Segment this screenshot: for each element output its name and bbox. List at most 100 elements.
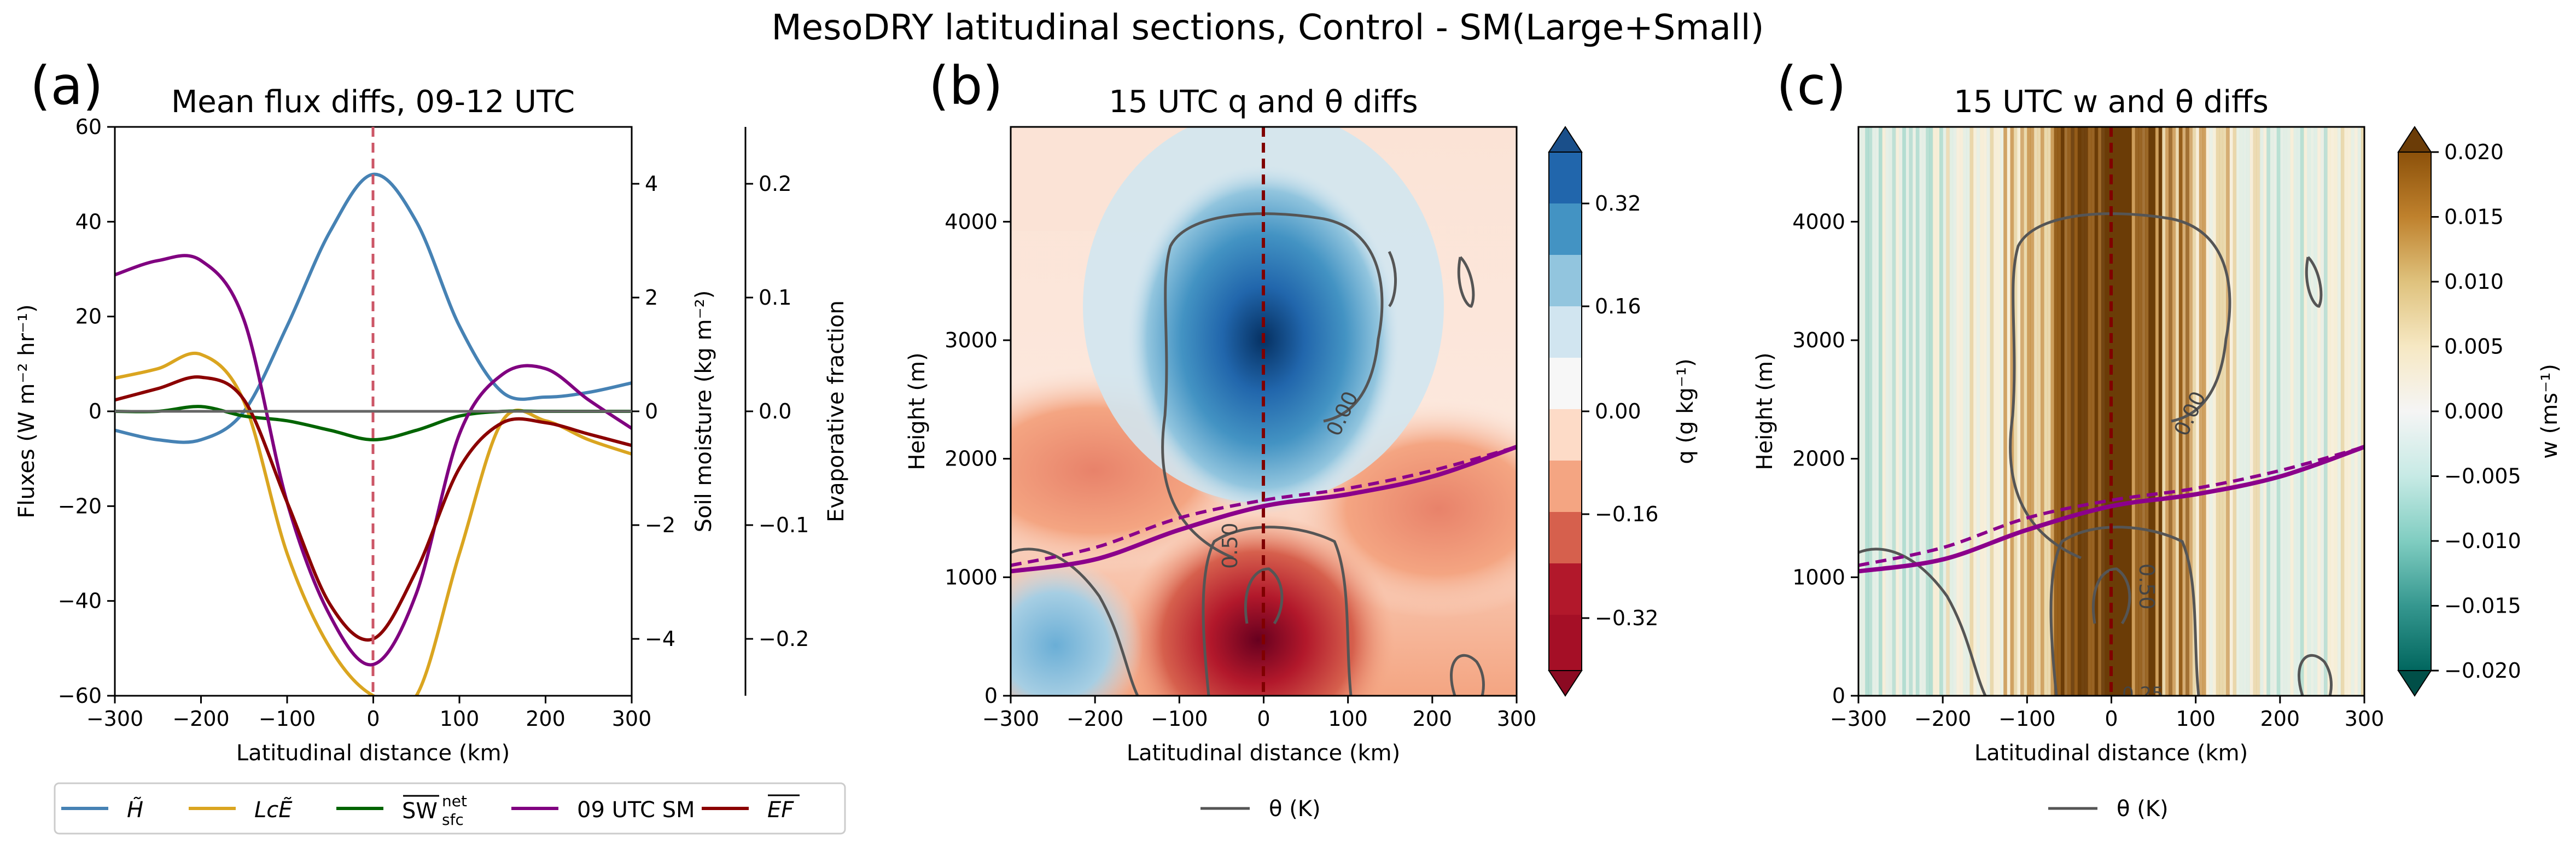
panel-a-xtick-label: 300 (612, 707, 652, 731)
panel-b-xtick-label: 300 (1497, 707, 1537, 731)
panel-c-w-stripe (1892, 127, 1896, 696)
panel-c-w-stripe (2108, 127, 2112, 696)
panel-c-w-stripe (2155, 127, 2159, 696)
panel-a-sm-ytick-label: 4 (645, 172, 658, 196)
panel-c-w-stripe (2199, 127, 2203, 696)
panel-c-colorbar-top-arrow (2397, 126, 2432, 153)
panel-c-w-stripe (2347, 127, 2351, 696)
panel-b-theta-contour-right-top (1457, 256, 1475, 308)
panel-c-w-stripe (2239, 127, 2243, 696)
panel-a-sm-ytick-label: 0 (645, 399, 658, 423)
panel-c-w-stripe (2044, 127, 2048, 696)
panel-c-w-stripe (2293, 127, 2298, 696)
panel-b-cbar-seg-9 (1549, 563, 1582, 615)
panel-c-w-stripe (1943, 127, 1946, 696)
panel-a-ef-ytick-label: −0.1 (759, 513, 809, 537)
panel-b-legend-label: θ (K) (1269, 796, 1321, 822)
panel-c-w-stripe (1885, 127, 1890, 696)
panel-b-cbar-tick-label: 0.16 (1595, 294, 1641, 318)
panel-b-plot-area: 0.00 0.50 (1011, 127, 1517, 696)
panel-b-cbar-seg-6 (1549, 409, 1582, 461)
panel-c-w-stripe (1969, 127, 1974, 696)
panel-c-w-stripe (2182, 127, 2186, 696)
panel-a-ytick-label: 60 (75, 115, 102, 139)
panel-b-cbar-tick-label: −0.32 (1595, 606, 1658, 630)
panel-a-ytick-label: 0 (89, 399, 102, 423)
panel-b-q-moist-corner (1011, 558, 1143, 696)
panel-c-w-stripe (2189, 127, 2193, 696)
panel-c-w-stripe (1949, 127, 1954, 696)
legend-label-sm: 09 UTC SM (577, 797, 695, 823)
panel-b-cbar-seg-5 (1549, 358, 1582, 409)
panel-c-w-stripe (2297, 127, 2301, 696)
panel-c-cbar-label: w (ms⁻¹) (2537, 364, 2562, 459)
panel-a-ylabel: Fluxes (W m⁻² hr⁻¹) (14, 304, 39, 518)
panel-c-w-stripe (1936, 127, 1940, 696)
panel-c-w-stripe (1899, 127, 1903, 696)
panel-c-w-stripe (2131, 127, 2136, 696)
panel-c-w-stripe (2138, 127, 2142, 696)
panel-a-ylabel-soil-moisture: Soil moisture (kg m⁻²) (691, 290, 716, 533)
panel-b-cbar-tick-label: −0.16 (1595, 502, 1658, 526)
panel-c-ytick-label: 2000 (1792, 447, 1845, 471)
panel-c-w-stripe (2178, 127, 2183, 696)
panel-a-ytick-label: −20 (58, 494, 102, 518)
panel-c-w-stripe (2091, 127, 2095, 696)
panel-c-w-stripe (2290, 127, 2294, 696)
panel-c-w-stripe (1963, 127, 1967, 696)
panel-a-sm-ytick-label: −4 (645, 627, 675, 651)
series-line-h (115, 172, 632, 444)
panel-c-w-stripe (2206, 127, 2210, 696)
panel-c-cbar-tick-label: 0.005 (2444, 335, 2504, 359)
legend-label-h: H̃ (127, 796, 143, 823)
panel-c-contour-label-2: 0.25 (2122, 683, 2164, 705)
panel-c-ytick-label: 4000 (1792, 209, 1845, 234)
panel-c-w-stripe (2344, 127, 2348, 696)
panel-c-w-stripe (1915, 127, 1920, 696)
legend-label-sw-sup: net (442, 792, 467, 810)
panel-c-w-stripe (1926, 127, 1930, 696)
panel-c-w-stripe (2114, 127, 2119, 696)
panel-c-w-stripe (2024, 127, 2027, 696)
panel-c-w-stripe (2313, 127, 2318, 696)
panel-c-w-stripe (2158, 127, 2163, 696)
panel-c-contour-label-1: 0.50 (2135, 563, 2159, 610)
panel-a-xtick-label: 200 (526, 707, 566, 731)
panel-a-xtick-label: 100 (440, 707, 480, 731)
panel-c-w-stripe (2246, 127, 2250, 696)
panel-c-w-stripe (1922, 127, 1926, 696)
panel-a-ylabel-evaporative-fraction: Evaporative fraction (824, 300, 849, 522)
panel-c-w-stripe (2145, 127, 2149, 696)
panel-c-w-stripe (1983, 127, 1987, 696)
panel-c-w-stripe (2101, 127, 2105, 696)
legend-label-lce: LᴄẼ (254, 796, 293, 823)
panel-c-ytick-label: 0 (1832, 684, 1845, 708)
panel-c-w-stripe (1953, 127, 1957, 696)
panel-c-w-stripe (2169, 127, 2173, 696)
panel-b-boundary-solid (1011, 445, 1517, 574)
panel-a-xtick-label: 0 (366, 707, 380, 731)
panel-b-cbar-label: q (g kg⁻¹) (1673, 358, 1698, 464)
panel-c-w-stripe (2307, 127, 2311, 696)
panel-b-colorbar: 0.32 0.16 0.00 −0.16 −0.32 q (g kg⁻¹) (1548, 126, 1698, 697)
panel-c-w-stripe (2310, 127, 2315, 696)
panel-b-theta-contour-inner (1244, 567, 1284, 625)
panel-c-w-stripe (2148, 127, 2153, 696)
panel-b-cbar-seg-2 (1549, 203, 1582, 255)
panel-c-w-stripe (1858, 127, 1862, 696)
panel-c-cbar-tick-label: −0.010 (2444, 529, 2521, 553)
panel-b-cbar-tick-label: 0.00 (1595, 399, 1641, 423)
panel-c-w-stripe (1993, 127, 1997, 696)
panel-c-w-stripe (1919, 127, 1923, 696)
panel-c-colorbar-bottom-arrow (2397, 670, 2432, 697)
panel-c-w-stripe (2270, 127, 2274, 696)
panel-c-w-stripe (2074, 127, 2078, 696)
panel-b-theta-contour-mid-right (1388, 251, 1397, 307)
panel-c-w-stripe (2061, 127, 2065, 696)
panel-c-w-stripe (1960, 127, 1963, 696)
panel-c-w-stripe (2337, 127, 2341, 696)
panel-b-ytick-label: 3000 (945, 328, 998, 352)
panel-c-w-stripe (1932, 127, 1937, 696)
panel-c-w-stripe (2135, 127, 2139, 696)
panel-c-w-stripe (2165, 127, 2169, 696)
